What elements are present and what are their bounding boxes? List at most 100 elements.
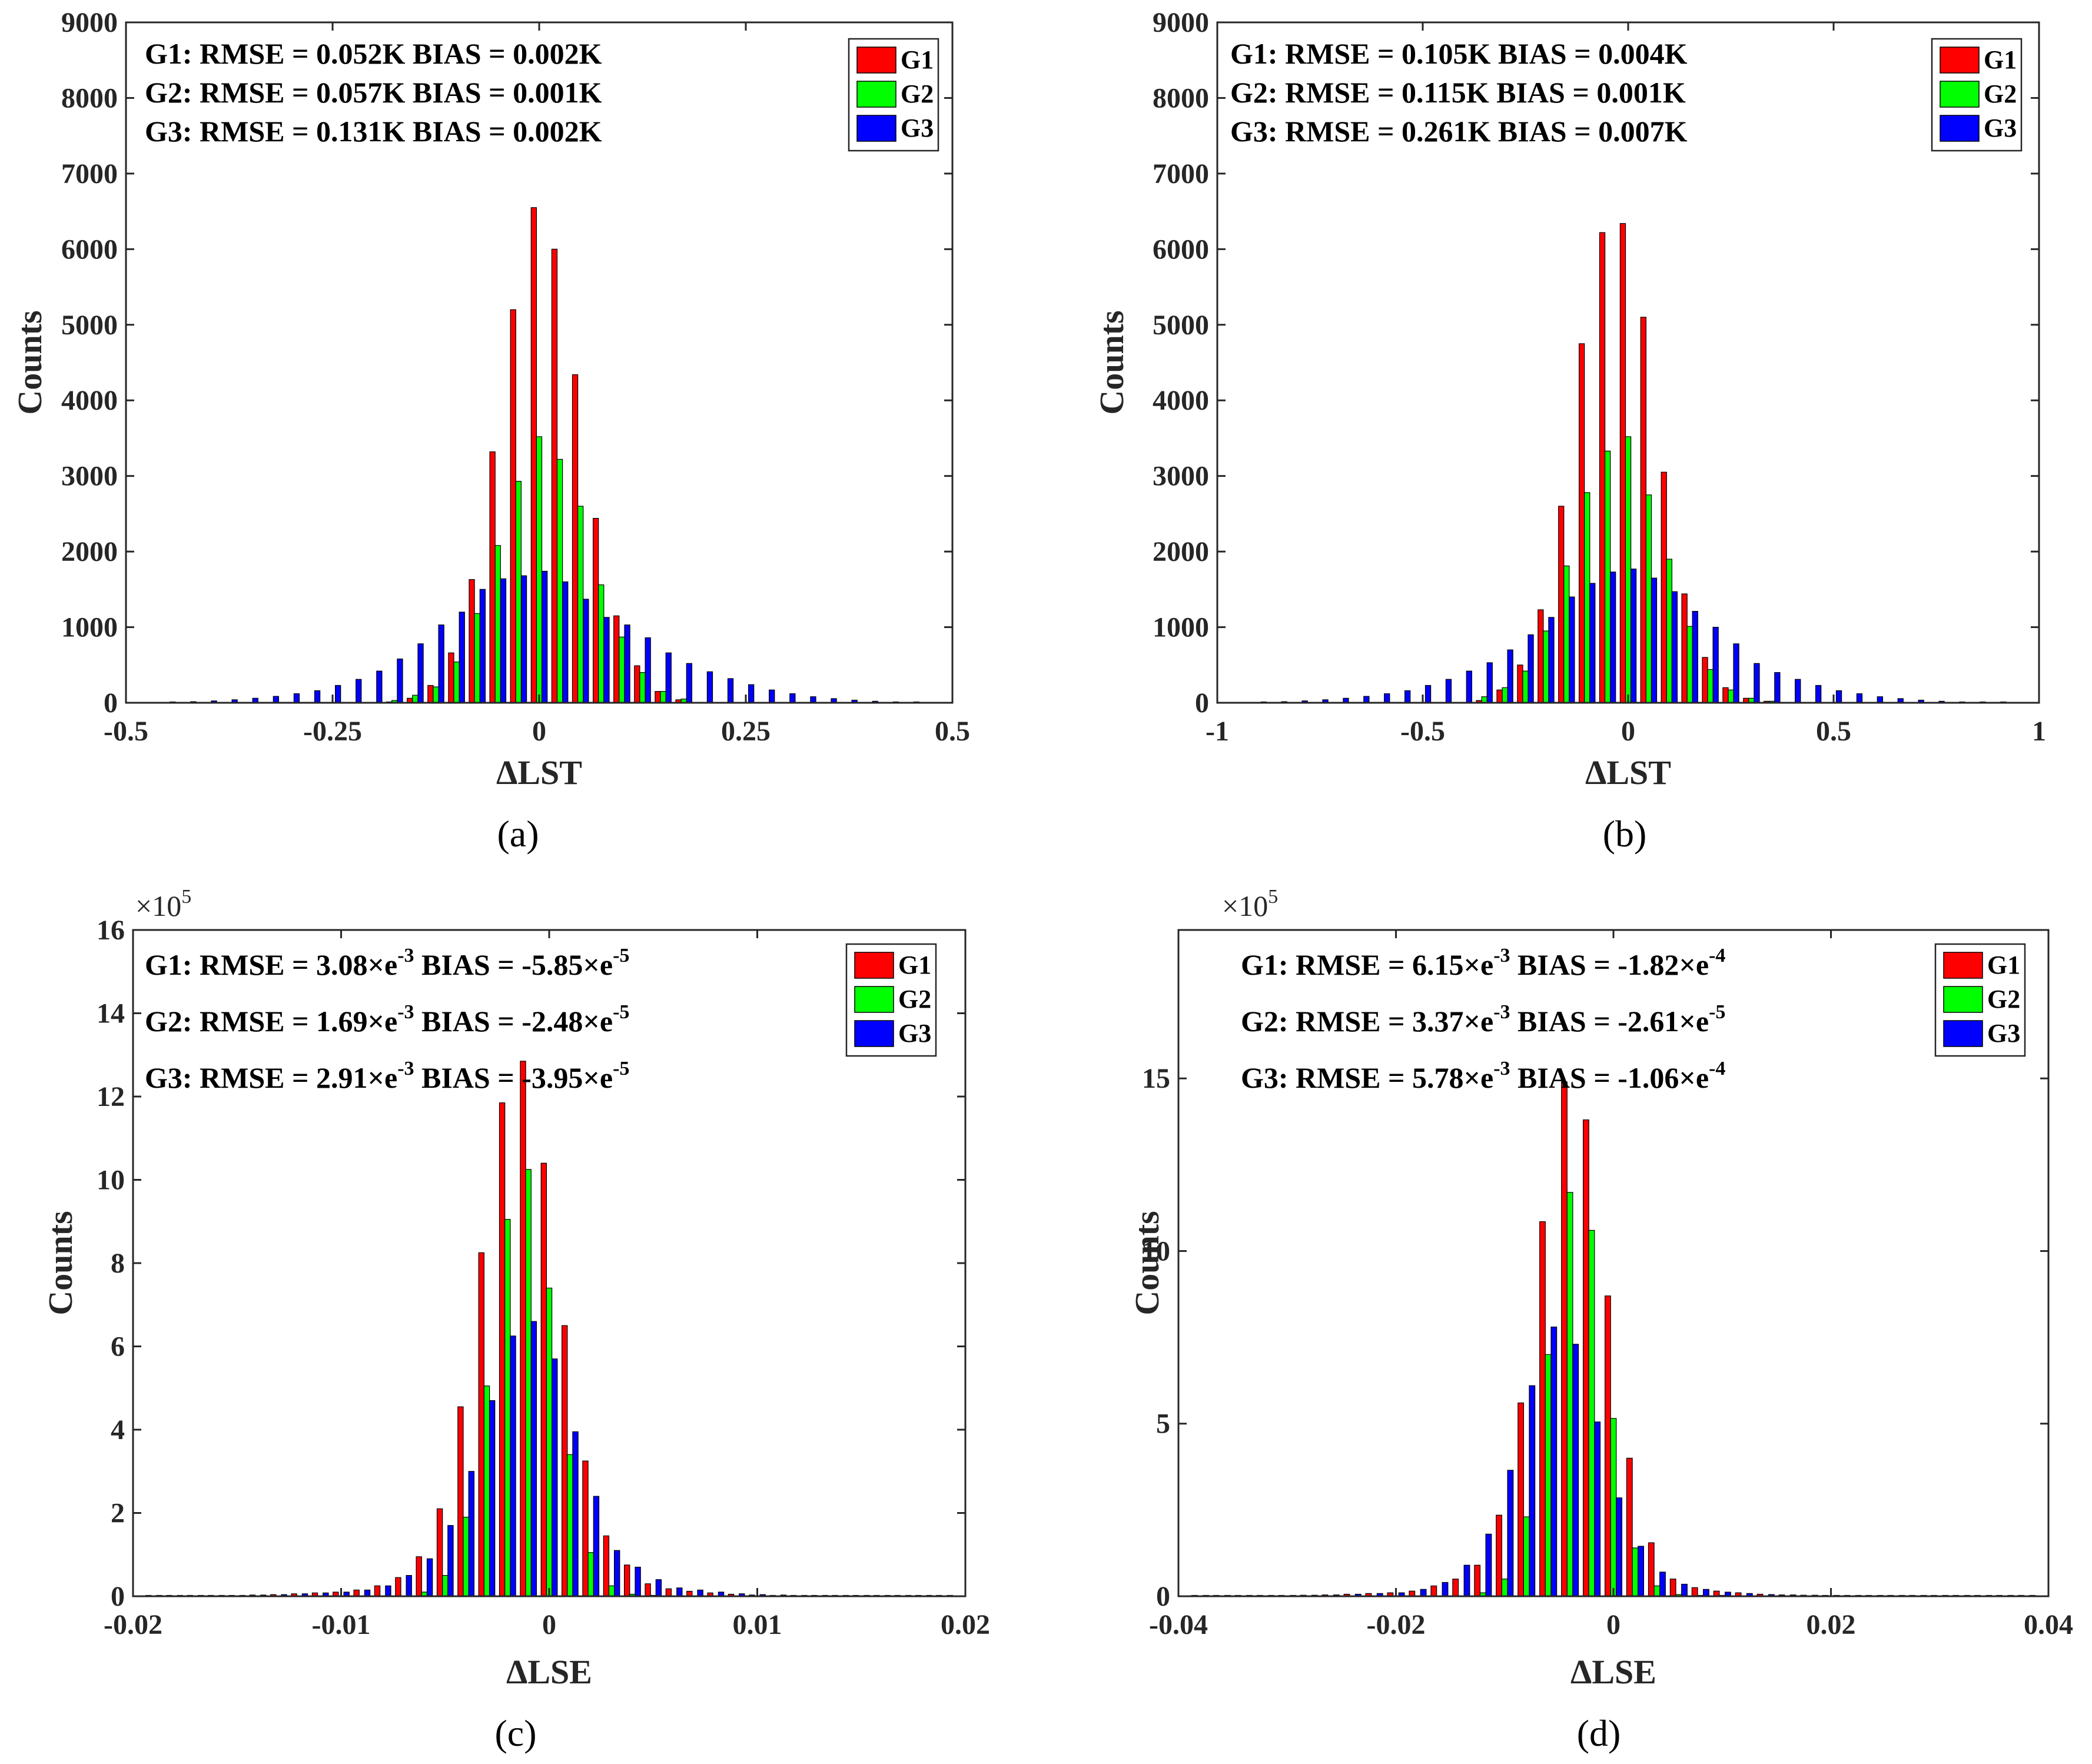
bar-g1 (499, 1102, 506, 1597)
bar-g3 (356, 679, 362, 703)
bar-g2 (1625, 436, 1632, 703)
bar-g3 (1529, 1385, 1536, 1597)
x-tick-label: 0.5 (935, 716, 970, 747)
bar-g2 (1686, 626, 1693, 703)
legend-label-g2: G2 (901, 79, 934, 108)
series-g1 (1476, 223, 1770, 703)
bar-g3 (1420, 1589, 1427, 1597)
bar-g3 (676, 1587, 683, 1597)
bar-g3 (1404, 690, 1411, 703)
x-tick-label: 0 (532, 716, 546, 747)
bar-g1 (1648, 1542, 1655, 1597)
bar-g3 (1659, 1572, 1666, 1597)
bar-g3 (364, 1589, 371, 1597)
x-axis-label: ΔLSE (1570, 1653, 1656, 1691)
x-tick-label: 0.01 (733, 1609, 782, 1640)
bar-g1 (510, 309, 516, 703)
y-tick-label: 6 (111, 1331, 125, 1363)
bar-g3 (1610, 572, 1616, 703)
bar-g3 (1616, 1497, 1623, 1597)
bar-g2 (619, 636, 625, 703)
y-tick-label: 8000 (61, 82, 118, 114)
bar-g1 (1517, 1402, 1525, 1597)
legend-label-g2: G2 (1987, 985, 2020, 1014)
bar-g2 (525, 1169, 532, 1597)
bar-g2 (1502, 687, 1508, 703)
bar-g3 (572, 1431, 579, 1597)
bar-g3 (1733, 643, 1739, 703)
bar-g1 (1579, 343, 1585, 703)
legend-swatch-g1 (1940, 46, 1980, 74)
bar-g3 (1630, 569, 1637, 703)
bar-g2 (1481, 696, 1487, 703)
bar-g2 (1605, 450, 1611, 703)
legend: G1 G2 G3 (1931, 38, 2023, 152)
legend-swatch-g3 (1943, 1020, 1983, 1047)
panel-label: (a) (497, 813, 539, 855)
legend-label-g3: G3 (1984, 114, 2017, 142)
bar-g1 (645, 1583, 651, 1597)
y-tick-label: 10 (97, 1165, 125, 1196)
x-tick-label: 0.02 (941, 1609, 990, 1640)
bar-g3 (1424, 685, 1432, 703)
bar-g2 (463, 1517, 469, 1597)
bar-g3 (1445, 679, 1452, 703)
x-axis-label: ΔLST (1585, 753, 1671, 792)
legend-swatch-g1 (854, 952, 894, 979)
bar-g2 (515, 481, 522, 703)
bar-g3 (810, 696, 816, 703)
bar-g1 (603, 1535, 610, 1597)
bar-g1 (1702, 657, 1708, 703)
bar-g3 (1681, 1583, 1688, 1597)
bar-g2 (412, 695, 419, 703)
x-axis-label: ΔLST (496, 753, 582, 792)
series-g2 (391, 436, 687, 703)
legend-label-g1: G1 (898, 951, 931, 979)
bar-g3 (551, 1358, 558, 1597)
bar-g3 (1651, 577, 1658, 703)
bar-g1 (1517, 665, 1523, 703)
bar-g3 (1589, 583, 1596, 703)
legend-swatch-g2 (854, 986, 894, 1013)
bar-g2 (1610, 1418, 1617, 1597)
bar-g3 (655, 1579, 662, 1597)
bar-g2 (494, 545, 501, 703)
x-tick-label: -0.02 (104, 1609, 162, 1640)
bar-g1 (634, 665, 640, 703)
stat-line: G2: RMSE = 0.057K BIAS = 0.001K (145, 76, 602, 109)
bar-g3 (397, 658, 403, 703)
bar-g2 (1543, 630, 1549, 703)
series-g3 (170, 570, 920, 703)
stat-line: G1: RMSE = 0.052K BIAS = 0.002K (145, 37, 602, 70)
legend-swatch-g1 (1943, 952, 1983, 979)
panel-c: -0.02 -0.01 0 0.01 0.02 0 2 4 6 8 10 12 14 16 ΔLSE Coun… (41, 886, 990, 1754)
x-tick-label: -0.02 (1367, 1609, 1426, 1640)
bar-g3 (1550, 1326, 1558, 1597)
panel-label: (d) (1577, 1712, 1621, 1754)
bar-g1 (1538, 609, 1544, 703)
bar-g1 (1539, 1221, 1546, 1597)
bar-g3 (1671, 591, 1678, 703)
bar-g3 (1486, 662, 1493, 703)
bar-g3 (334, 685, 341, 703)
bar-g1 (582, 1460, 589, 1597)
y-tick-label: 7000 (61, 158, 118, 190)
x-tick-label: 0 (542, 1609, 556, 1640)
panel-b: -1 -0.5 0 0.5 1 0 1000 2000 3000 4000 5000 6000 7000… (1093, 7, 2046, 855)
bar-g1 (551, 248, 558, 703)
series-g1 (386, 207, 682, 703)
bar-g3 (1774, 672, 1781, 703)
series-g2 (1479, 1192, 1726, 1597)
bar-g1 (1669, 1579, 1676, 1597)
bar-g2 (1707, 669, 1714, 703)
bar-g2 (577, 506, 584, 703)
bar-g2 (442, 1575, 449, 1597)
bar-g3 (1703, 1589, 1709, 1597)
bar-g2 (474, 613, 480, 703)
bar-g1 (1619, 223, 1626, 703)
bar-g1 (613, 615, 620, 703)
bar-g2 (1566, 1192, 1573, 1597)
bar-g2 (546, 1287, 553, 1597)
stat-line: G3: RMSE = 0.131K BIAS = 0.002K (145, 115, 602, 148)
bar-g1 (592, 517, 599, 703)
